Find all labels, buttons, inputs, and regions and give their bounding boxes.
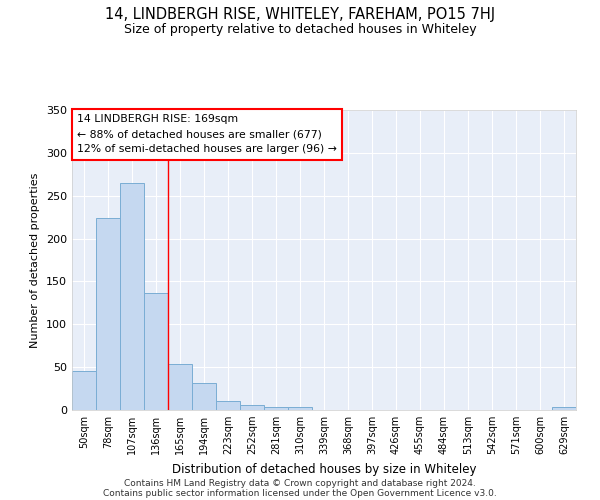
Bar: [144, 294, 168, 410]
X-axis label: Distribution of detached houses by size in Whiteley: Distribution of detached houses by size …: [172, 462, 476, 475]
Bar: [216, 402, 240, 410]
Bar: [552, 408, 576, 410]
Bar: [192, 382, 216, 410]
Text: 14, LINDBERGH RISE, WHITELEY, FAREHAM, PO15 7HJ: 14, LINDBERGH RISE, WHITELEY, FAREHAM, P…: [105, 8, 495, 22]
Text: Contains HM Land Registry data © Crown copyright and database right 2024.: Contains HM Land Registry data © Crown c…: [124, 478, 476, 488]
Y-axis label: Number of detached properties: Number of detached properties: [31, 172, 40, 348]
Bar: [96, 218, 120, 410]
Bar: [120, 183, 144, 410]
Text: Contains public sector information licensed under the Open Government Licence v3: Contains public sector information licen…: [103, 488, 497, 498]
Bar: [168, 364, 192, 410]
Text: 14 LINDBERGH RISE: 169sqm
← 88% of detached houses are smaller (677)
12% of semi: 14 LINDBERGH RISE: 169sqm ← 88% of detac…: [77, 114, 337, 154]
Text: Size of property relative to detached houses in Whiteley: Size of property relative to detached ho…: [124, 22, 476, 36]
Bar: [72, 370, 96, 410]
Bar: [264, 406, 288, 410]
Bar: [240, 405, 264, 410]
Bar: [288, 406, 312, 410]
